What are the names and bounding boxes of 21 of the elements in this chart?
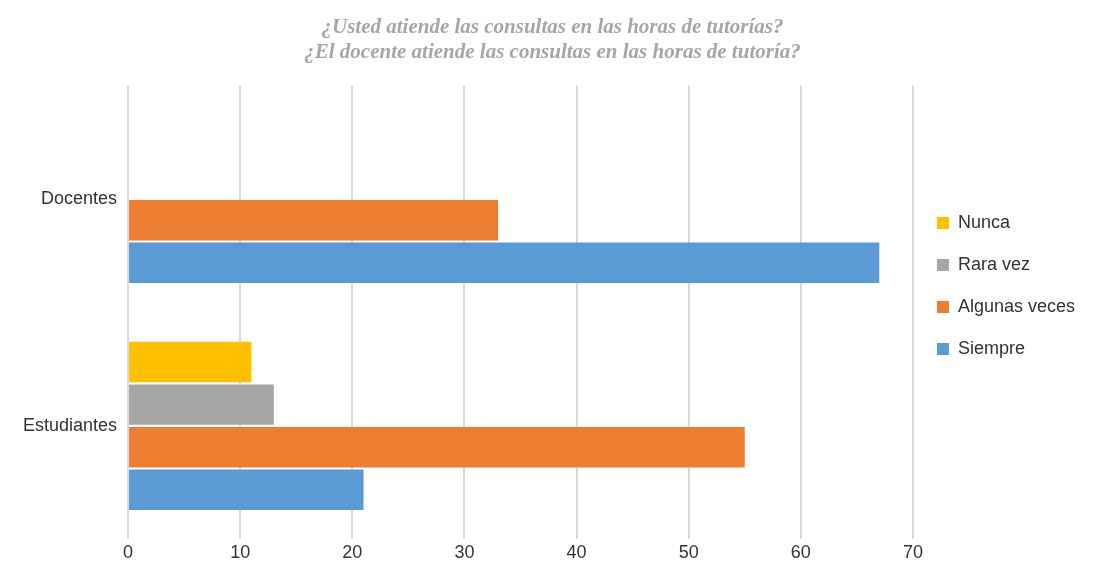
x-tick-label: 20 bbox=[342, 542, 363, 563]
bar bbox=[129, 341, 252, 383]
legend-label: Nunca bbox=[957, 211, 1011, 232]
x-tick-label: 40 bbox=[566, 542, 587, 563]
bar bbox=[129, 242, 880, 283]
x-tick-label: 30 bbox=[454, 542, 475, 563]
x-tick-label: 10 bbox=[230, 542, 251, 563]
bar bbox=[129, 384, 274, 425]
x-tick-label: 60 bbox=[790, 542, 811, 563]
x-tick-label: 50 bbox=[678, 542, 699, 563]
bar bbox=[129, 426, 745, 468]
legend-label: Siempre bbox=[957, 337, 1025, 358]
legend-label: Algunas veces bbox=[957, 295, 1076, 316]
x-tick-label: 0 bbox=[123, 542, 134, 563]
x-tick-label: 70 bbox=[902, 542, 923, 563]
y-tick-label: Docentes bbox=[41, 187, 118, 208]
legend-label: Rara vez bbox=[957, 253, 1030, 274]
bar bbox=[129, 469, 364, 510]
chart-title: ¿Usted atiende las consultas en las horas de tutorías? ¿El docente atiende las consultas en las horas de tutoría? bbox=[304, 14, 801, 64]
bar bbox=[129, 199, 499, 241]
y-tick-label: Estudiantes bbox=[23, 414, 118, 435]
